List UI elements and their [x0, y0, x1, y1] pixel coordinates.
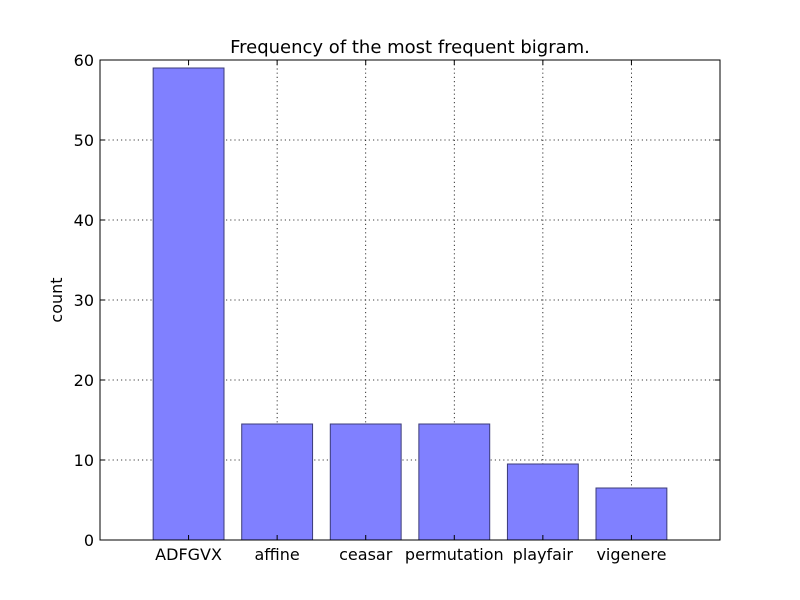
- tick-labels-layer: 0 10 20 30 40 50 60 ADFGVX affine ceasar permutati…: [74, 51, 667, 564]
- x-tick-label: affine: [255, 545, 300, 564]
- x-tick-label: ADFGVX: [155, 545, 222, 564]
- bar-adfgvx: [152, 67, 225, 541]
- y-tick-label: 60: [74, 51, 94, 70]
- bar-vigenere: [595, 487, 668, 541]
- y-tick-label: 50: [74, 131, 94, 150]
- bar-permutation: [418, 423, 491, 541]
- ticks-layer: [100, 59, 720, 541]
- bar-ceasar: [329, 423, 402, 541]
- x-tick-label: playfair: [513, 545, 574, 564]
- x-tick-label: ceasar: [339, 545, 393, 564]
- bar-affine: [241, 423, 314, 541]
- y-tick-label: 0: [84, 531, 94, 550]
- x-tick-label: permutation: [405, 545, 504, 564]
- x-tick-label: vigenere: [596, 545, 666, 564]
- y-tick-label: 10: [74, 451, 94, 470]
- chart-title: Frequency of the most frequent bigram.: [230, 37, 590, 58]
- y-axis-label: count: [47, 277, 66, 322]
- bars-layer: [152, 67, 668, 541]
- bar-playfair: [506, 463, 579, 541]
- y-tick-label: 20: [74, 371, 94, 390]
- y-tick-label: 40: [74, 211, 94, 230]
- y-tick-label: 30: [74, 291, 94, 310]
